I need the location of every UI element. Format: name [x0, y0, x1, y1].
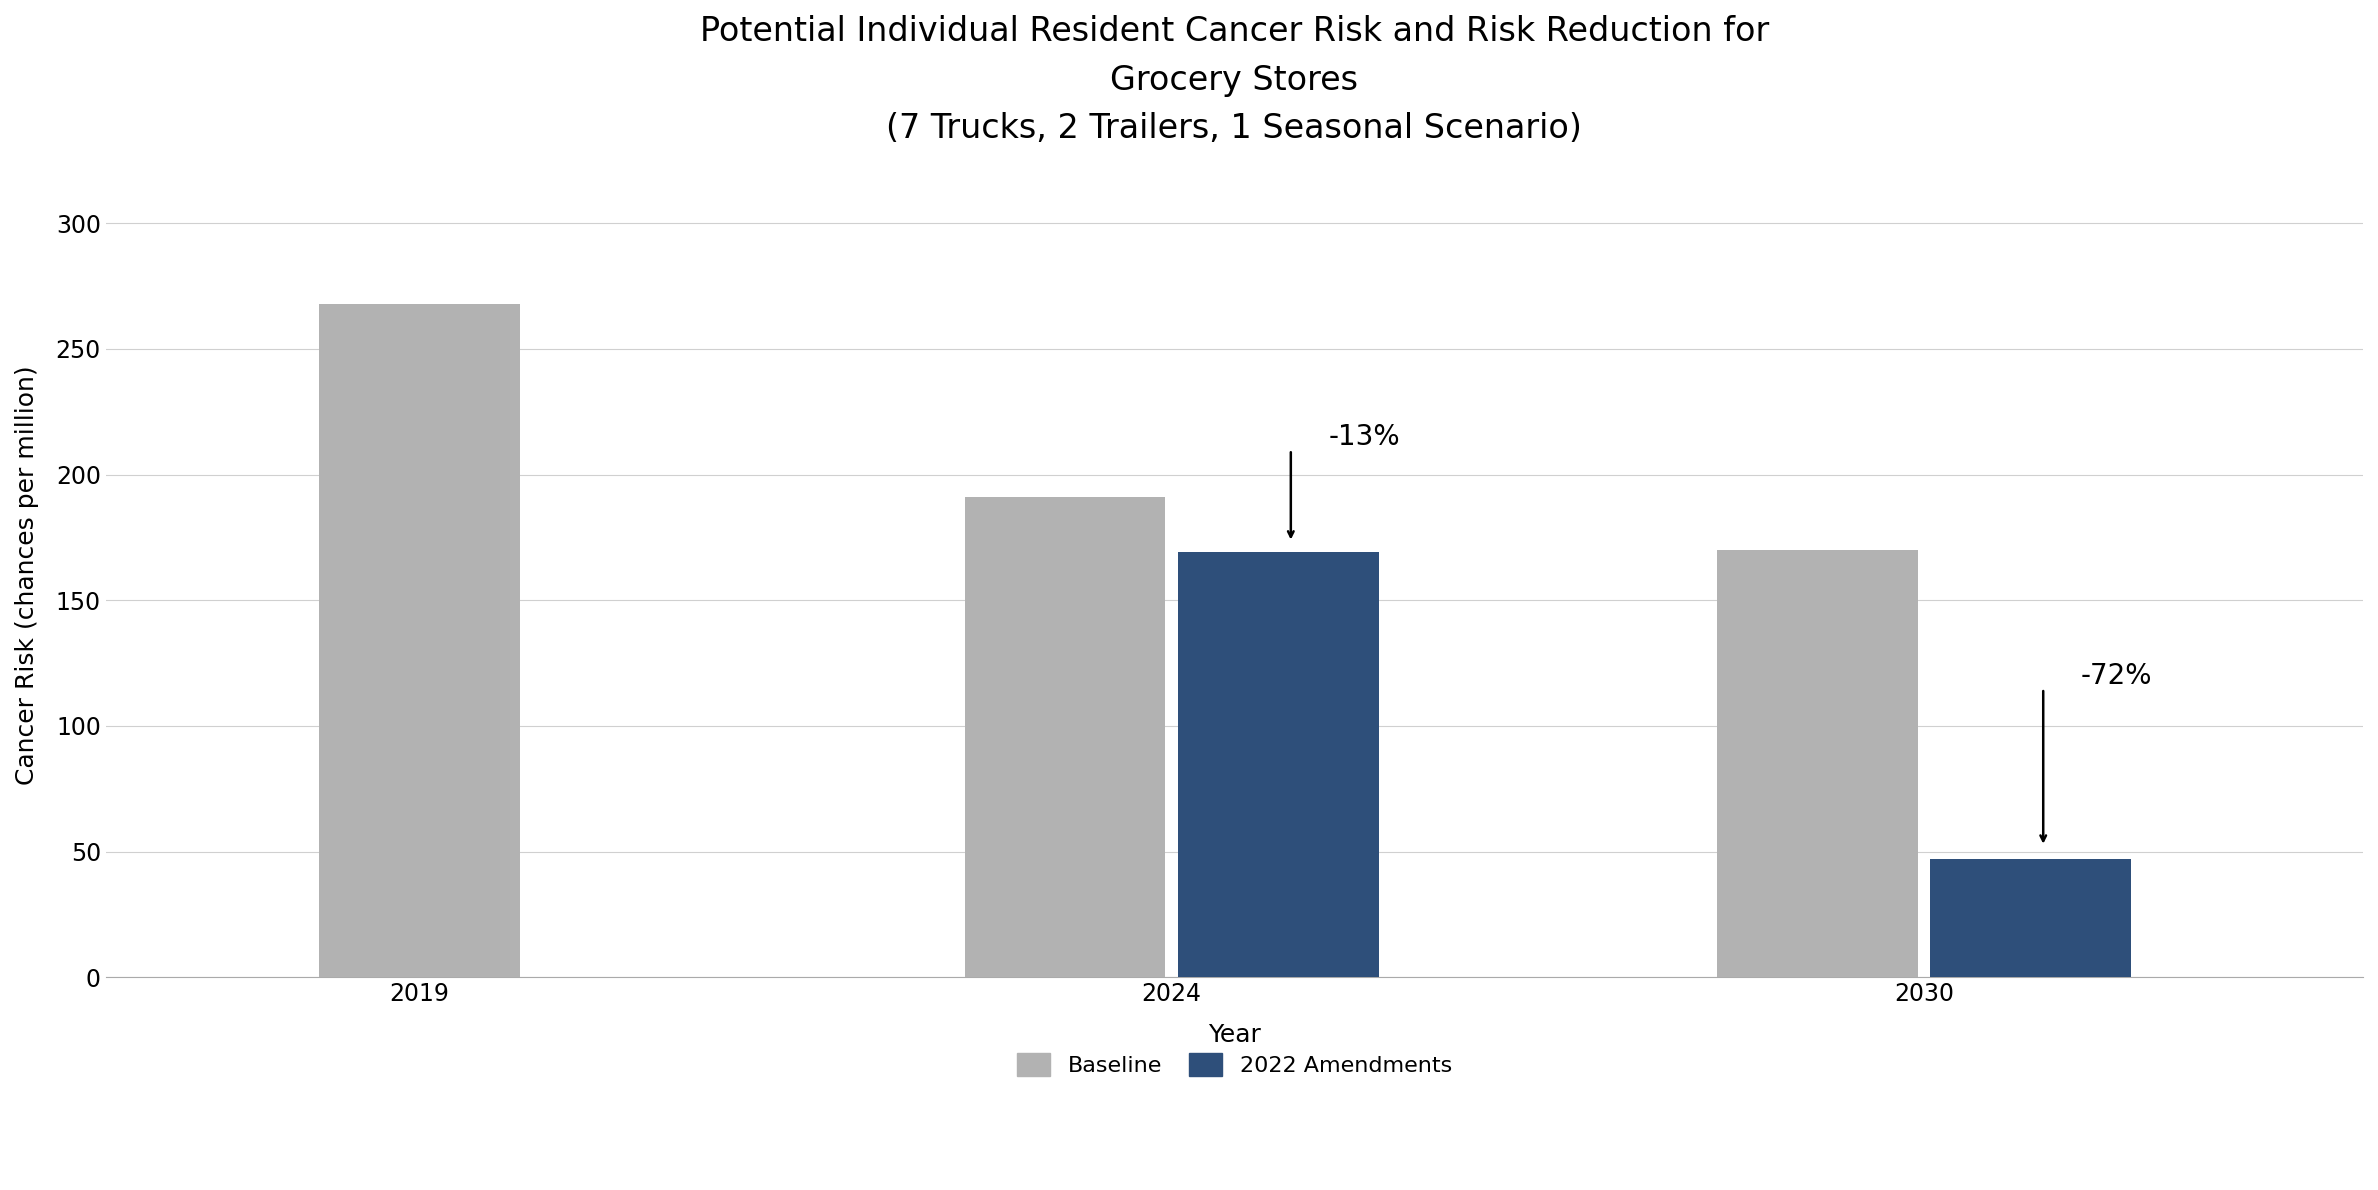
Text: -72%: -72%	[2081, 662, 2152, 690]
Bar	[319, 303, 521, 977]
X-axis label: Year: Year	[1208, 1022, 1260, 1047]
Title: Potential Individual Resident Cancer Risk and Risk Reduction for
Grocery Stores
: Potential Individual Resident Cancer Ris…	[699, 15, 1769, 145]
Bar	[1931, 859, 2131, 977]
Text: -13%: -13%	[1329, 422, 1401, 451]
Y-axis label: Cancer Risk (chances per million): Cancer Risk (chances per million)	[14, 365, 38, 785]
Bar	[1177, 552, 1379, 977]
Bar	[1717, 550, 1917, 977]
Legend: Baseline, 2022 Amendments: Baseline, 2022 Amendments	[1006, 1041, 1462, 1086]
Bar	[965, 497, 1165, 977]
